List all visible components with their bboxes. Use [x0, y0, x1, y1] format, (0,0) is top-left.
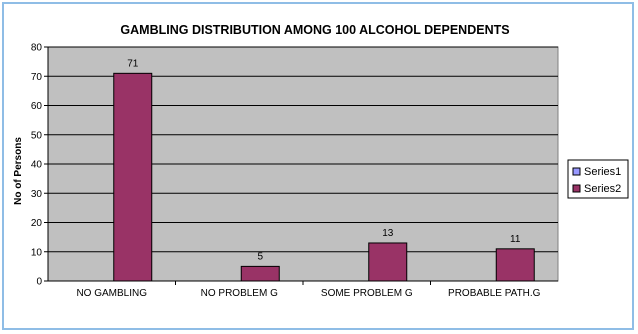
legend-label: Series1: [584, 166, 621, 178]
x-tick-label: NO GAMBLING: [76, 288, 147, 299]
bar: [368, 242, 408, 282]
legend: Series1 Series2: [572, 166, 621, 195]
y-tick-label: 30: [31, 189, 43, 200]
y-tick-label: 0: [36, 277, 42, 288]
y-tick-label: 10: [31, 247, 43, 258]
x-tick-label: SOME PROBLEM G: [321, 288, 413, 299]
axes: 0 10 20 30 40 50 60 70 80 NO GAMBLING NO PROBLEM G…: [31, 43, 558, 299]
y-tick-label: 40: [31, 160, 43, 171]
bars: 71 5 13 11: [113, 58, 535, 282]
y-tick-label: 80: [31, 43, 43, 54]
data-label: 11: [510, 234, 521, 245]
legend-box: [567, 159, 629, 199]
bar: [113, 72, 153, 282]
data-label: 5: [257, 251, 263, 262]
bar: [495, 248, 535, 282]
bar: [240, 265, 280, 282]
chart-frame: GAMBLING DISTRIBUTION AMONG 100 ALCOHOL …: [2, 2, 634, 330]
y-axis-title: No of Persons: [13, 137, 24, 205]
chart: GAMBLING DISTRIBUTION AMONG 100 ALCOHOL …: [13, 23, 629, 299]
x-tick-label: NO PROBLEM G: [201, 288, 278, 299]
legend-swatch: [572, 167, 581, 176]
y-tick-label: 20: [31, 218, 43, 229]
data-label: 13: [382, 228, 394, 239]
legend-label: Series2: [584, 183, 621, 195]
y-tick-label: 70: [31, 72, 43, 83]
data-label: 71: [127, 58, 139, 69]
y-tick-label: 60: [31, 101, 43, 112]
y-tick-label: 50: [31, 130, 43, 141]
legend-swatch: [572, 184, 581, 193]
chart-title: GAMBLING DISTRIBUTION AMONG 100 ALCOHOL …: [120, 23, 509, 37]
x-tick-label: PROBABLE PATH.G: [448, 288, 541, 299]
